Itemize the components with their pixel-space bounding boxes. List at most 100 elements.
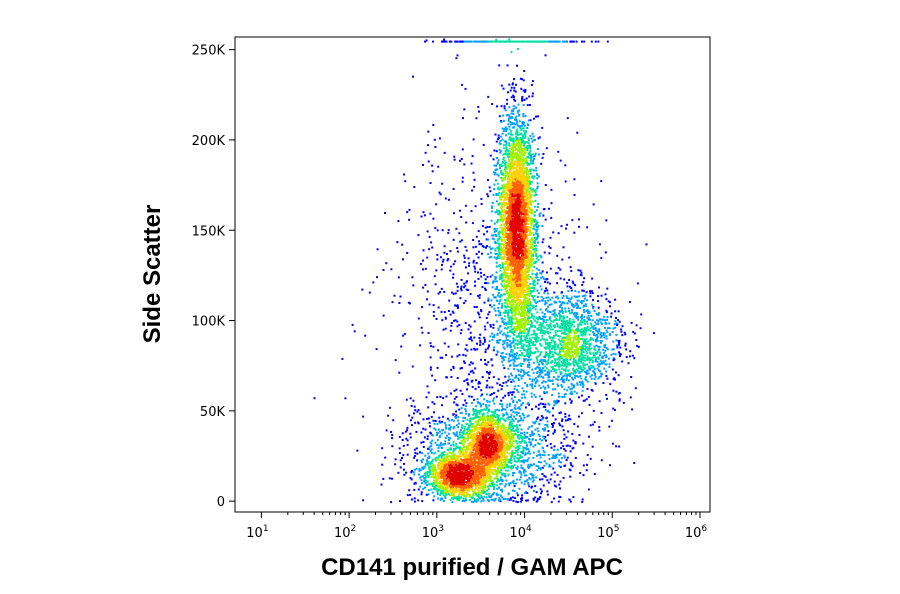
- event-dot: [524, 358, 527, 361]
- event-dot: [547, 299, 550, 302]
- event-dot: [500, 169, 503, 172]
- event-dot: [513, 208, 516, 211]
- event-dot: [509, 152, 512, 155]
- event-dot: [509, 133, 512, 136]
- event-dot: [576, 383, 579, 386]
- event-dot: [580, 300, 583, 302]
- event-dot: [523, 300, 526, 303]
- event-dot: [512, 108, 515, 111]
- event-dot: [525, 323, 528, 326]
- event-dot: [527, 258, 530, 261]
- event-dot: [528, 202, 531, 205]
- event-dot: [498, 251, 501, 254]
- event-dot: [545, 278, 548, 281]
- event-dot: [434, 459, 437, 462]
- event-dot: [497, 174, 500, 177]
- event-dot: [517, 189, 520, 192]
- event-dot: [496, 300, 499, 303]
- event-dot: [536, 300, 539, 303]
- event-dot: [502, 179, 505, 182]
- event-dot: [592, 351, 595, 354]
- event-dot: [567, 341, 570, 344]
- event-dot: [508, 300, 511, 303]
- event-dot: [575, 312, 578, 315]
- event-dot: [517, 155, 520, 158]
- event-dot: [506, 268, 509, 271]
- event-dot: [458, 490, 461, 493]
- event-dot: [510, 293, 513, 296]
- event-dot: [534, 319, 537, 322]
- event-dot: [523, 307, 526, 310]
- event-dot: [448, 455, 451, 458]
- event-dot: [565, 333, 568, 336]
- event-dot: [502, 186, 504, 189]
- event-dot: [526, 252, 529, 255]
- event-dot: [526, 233, 529, 236]
- event-dot: [511, 143, 514, 146]
- event-dot: [592, 356, 594, 359]
- event-dot: [510, 249, 513, 252]
- event-dot: [462, 454, 464, 457]
- event-dot: [530, 254, 532, 257]
- event-dot: [560, 378, 563, 381]
- event-dot: [574, 338, 577, 340]
- event-dot: [554, 319, 557, 322]
- event-dot: [516, 280, 519, 282]
- event-dot: [523, 224, 526, 226]
- event-dot: [509, 164, 512, 167]
- event-dot: [436, 490, 439, 492]
- event-dot: [570, 324, 573, 326]
- event-dot: [606, 287, 609, 290]
- event-dot: [581, 321, 584, 324]
- event-dot: [456, 485, 459, 488]
- event-dot: [563, 347, 566, 350]
- event-dot: [603, 344, 606, 347]
- event-dot: [506, 194, 509, 197]
- event-dot: [527, 119, 530, 122]
- event-dot: [546, 324, 549, 327]
- event-dot: [502, 114, 505, 117]
- event-dot: [508, 116, 511, 118]
- event-dot: [522, 253, 525, 256]
- event-dot: [622, 401, 625, 404]
- event-dot: [523, 184, 526, 187]
- event-dot: [527, 270, 530, 273]
- event-dot: [572, 341, 574, 344]
- event-dot: [518, 310, 521, 313]
- event-dot: [514, 259, 517, 262]
- event-dot: [514, 132, 517, 135]
- event-dot: [502, 276, 505, 279]
- event-dot: [499, 219, 502, 222]
- event-dot: [496, 182, 499, 185]
- event-dot: [597, 300, 600, 303]
- event-dot: [473, 497, 476, 500]
- event-dot: [555, 334, 558, 337]
- event-dot: [536, 357, 538, 360]
- event-dot: [560, 332, 563, 335]
- event-dot: [571, 311, 573, 314]
- event-dot: [527, 314, 530, 317]
- event-dot: [506, 339, 509, 342]
- event-dot: [582, 299, 585, 302]
- event-dot: [559, 310, 562, 313]
- event-dot: [525, 97, 528, 100]
- event-dot: [526, 310, 529, 313]
- event-dot: [573, 390, 576, 393]
- event-dot: [520, 167, 523, 170]
- event-dot: [509, 217, 512, 220]
- event-dot: [521, 282, 524, 285]
- event-dot: [491, 201, 494, 204]
- event-dot: [514, 301, 517, 304]
- event-dot: [530, 257, 533, 260]
- event-dot: [561, 347, 564, 350]
- event-dot: [565, 375, 568, 378]
- event-dot: [578, 360, 581, 363]
- event-dot: [586, 309, 589, 312]
- event-dot: [510, 354, 513, 357]
- event-dot: [547, 354, 550, 357]
- event-dot: [602, 332, 605, 335]
- event-dot: [577, 291, 580, 294]
- event-dot: [583, 356, 586, 359]
- event-dot: [579, 355, 582, 358]
- event-dot: [582, 355, 585, 358]
